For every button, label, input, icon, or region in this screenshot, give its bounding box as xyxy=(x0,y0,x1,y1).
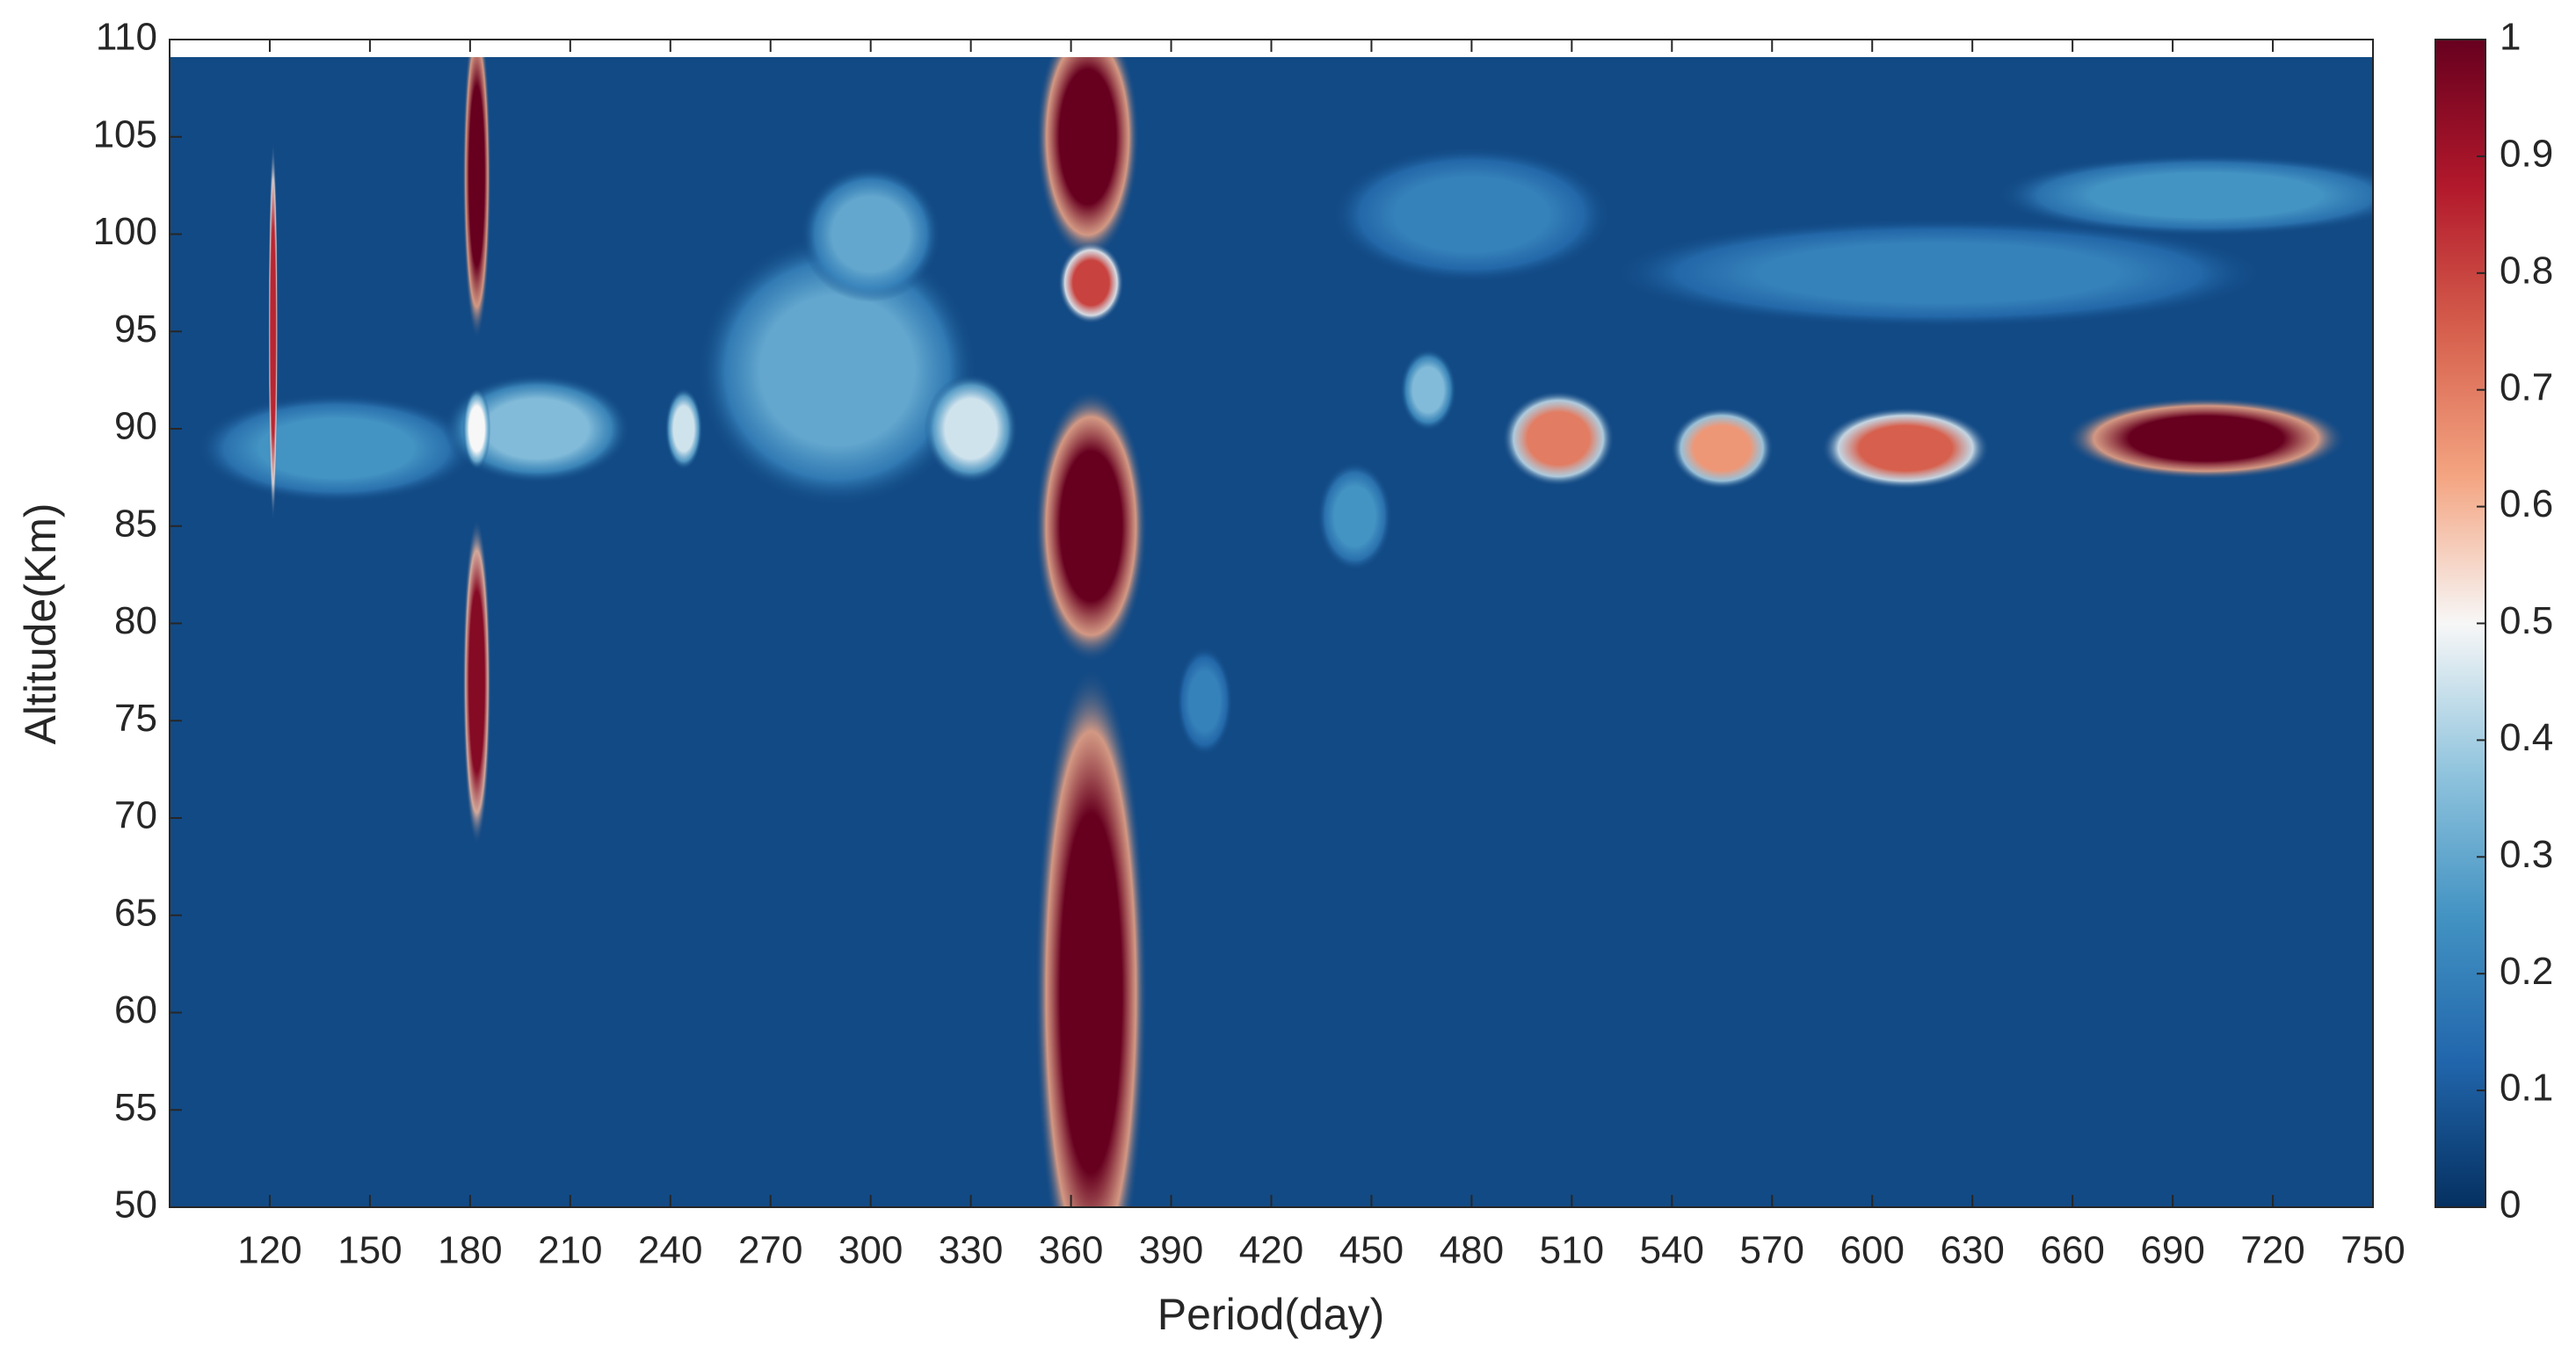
blob xyxy=(196,394,477,503)
blob xyxy=(1611,218,2267,328)
y-tick-label: 110 xyxy=(96,16,157,59)
blob xyxy=(1502,390,1615,487)
x-tick-label: 240 xyxy=(638,1229,702,1272)
blob xyxy=(924,373,1018,484)
x-tick-label: 180 xyxy=(438,1229,502,1272)
x-tick-label: 630 xyxy=(1940,1229,2004,1272)
colorbar-tick-label: 0.3 xyxy=(2500,833,2553,876)
colorbar-tick-label: 0 xyxy=(2500,1183,2521,1227)
x-tick-label: 450 xyxy=(1339,1229,1404,1272)
y-tick-label: 85 xyxy=(114,502,157,545)
y-tick-label: 100 xyxy=(93,210,157,253)
x-tick-label: 390 xyxy=(1139,1229,1203,1272)
blob xyxy=(1034,666,1148,1207)
x-tick-label: 570 xyxy=(1740,1229,1804,1272)
blob xyxy=(462,387,491,470)
y-tick-label: 55 xyxy=(114,1086,157,1129)
y-tick-label: 95 xyxy=(114,308,157,351)
colorbar-tick-label: 0.6 xyxy=(2500,482,2553,525)
x-tick-label: 720 xyxy=(2240,1229,2304,1272)
blob xyxy=(800,165,941,303)
y-tick-label: 70 xyxy=(114,794,157,837)
colorbar-tick-label: 0.5 xyxy=(2500,599,2553,642)
y-tick-label: 80 xyxy=(114,599,157,642)
colorbar-tick-label: 0.9 xyxy=(2500,133,2553,176)
y-tick-label: 75 xyxy=(114,697,157,740)
blob xyxy=(268,141,279,523)
x-tick-label: 600 xyxy=(1840,1229,1905,1272)
y-tick-label: 65 xyxy=(114,891,157,934)
blob xyxy=(1034,389,1148,662)
x-tick-label: 510 xyxy=(1540,1229,1604,1272)
y-tick-label: 60 xyxy=(114,988,157,1031)
colorbar-tick-label: 0.4 xyxy=(2500,716,2553,759)
y-axis-label: Altitude(Km) xyxy=(16,503,65,744)
blob xyxy=(1995,154,2373,236)
blob xyxy=(2065,397,2347,480)
blob xyxy=(1058,242,1124,324)
blob xyxy=(1176,647,1233,756)
x-tick-label: 690 xyxy=(2140,1229,2204,1272)
x-tick-label: 270 xyxy=(738,1229,802,1272)
colorbar-tick-label: 0.8 xyxy=(2500,249,2553,292)
x-tick-label: 330 xyxy=(939,1229,1003,1272)
blob xyxy=(1400,349,1456,431)
x-tick-label: 150 xyxy=(337,1229,402,1272)
blob xyxy=(1821,407,1990,489)
colorbar-tick-label: 0.1 xyxy=(2500,1067,2553,1110)
blob xyxy=(462,57,491,340)
colorbar-tick-label: 0.7 xyxy=(2500,366,2553,409)
blob xyxy=(462,518,491,846)
x-tick-label: 420 xyxy=(1239,1229,1303,1272)
colorbar-tick-label: 1 xyxy=(2500,16,2521,59)
blob xyxy=(664,387,703,470)
x-tick-label: 120 xyxy=(237,1229,301,1272)
x-tick-label: 480 xyxy=(1440,1229,1504,1272)
x-tick-label: 300 xyxy=(838,1229,903,1272)
x-tick-label: 360 xyxy=(1039,1229,1103,1272)
blob xyxy=(1670,407,1774,489)
colorbar-tick-label: 0.2 xyxy=(2500,950,2553,993)
heatmap xyxy=(170,57,2373,1207)
blob xyxy=(1036,57,1140,260)
x-tick-label: 210 xyxy=(538,1229,602,1272)
y-tick-label: 105 xyxy=(93,112,157,156)
x-tick-label: 540 xyxy=(1640,1229,1704,1272)
blob xyxy=(1331,146,1612,283)
y-tick-label: 50 xyxy=(114,1183,157,1227)
x-tick-label: 750 xyxy=(2340,1229,2405,1272)
x-axis-label: Period(day) xyxy=(1157,1290,1384,1339)
y-tick-label: 90 xyxy=(114,405,157,448)
x-tick-label: 660 xyxy=(2040,1229,2104,1272)
blob xyxy=(1317,461,1393,571)
blob xyxy=(697,234,978,507)
blob xyxy=(443,373,631,484)
